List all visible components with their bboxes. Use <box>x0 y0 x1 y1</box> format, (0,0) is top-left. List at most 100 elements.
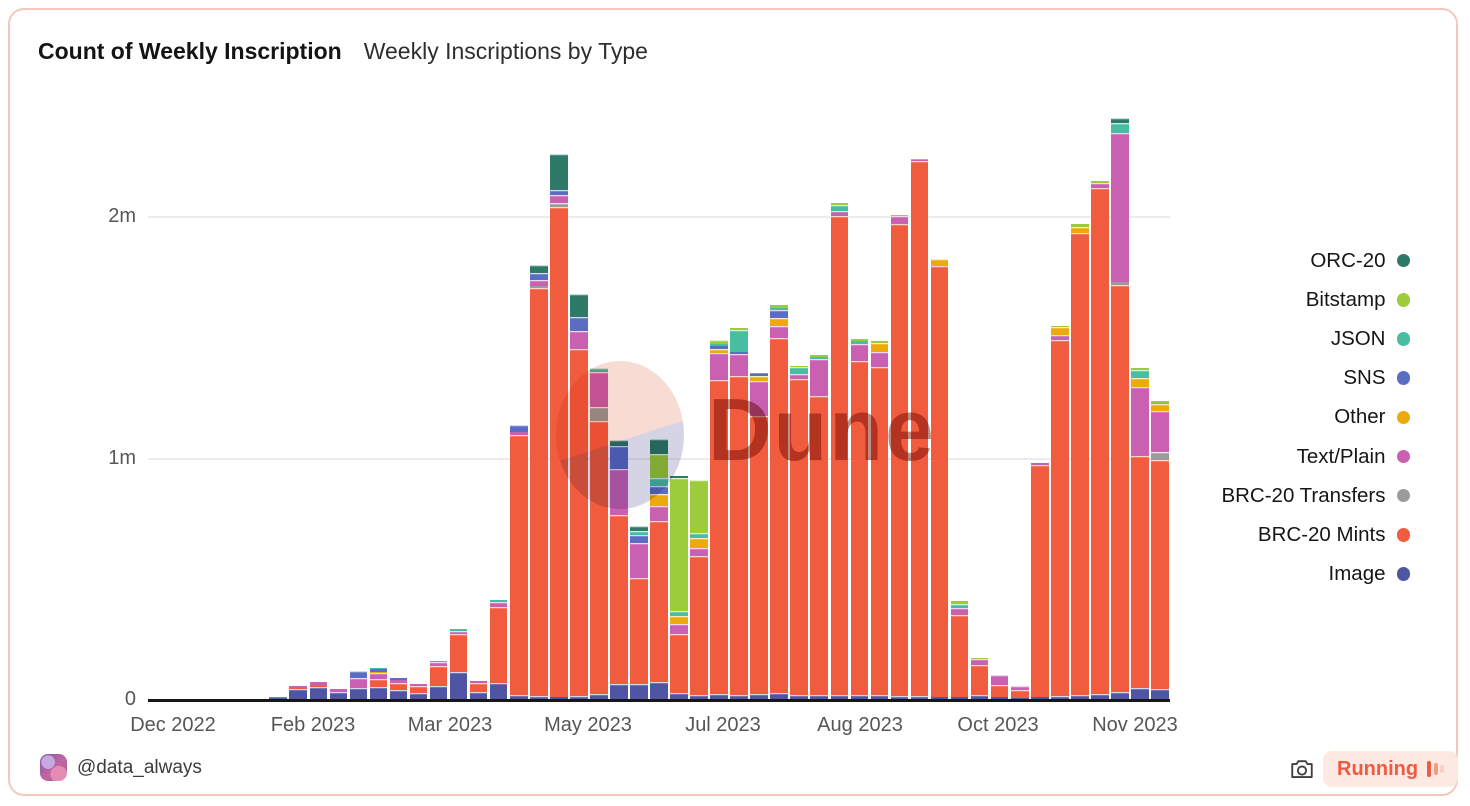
segment-bitstamp <box>1050 325 1069 327</box>
segment-other <box>1151 404 1169 412</box>
segment-text-plain <box>670 623 688 634</box>
bar-week-2023-01-22[interactable] <box>289 686 308 700</box>
bar-week-2023-11-19[interactable] <box>1151 401 1169 700</box>
legend-color-dot <box>1396 253 1410 268</box>
segment-sns <box>630 534 648 544</box>
segment-json <box>670 611 688 616</box>
segment-image <box>690 695 708 700</box>
segment-other <box>770 318 789 326</box>
legend: ORC-20 Bitstamp JSON SNS Other Text/Plain BRC-… <box>1221 241 1410 594</box>
bar-week-2023-01-29[interactable] <box>309 682 328 700</box>
legend-item-orc-20[interactable]: ORC-20 <box>1221 241 1410 280</box>
bar-week-2023-10-29[interactable] <box>1091 180 1109 700</box>
segment-json <box>950 604 969 608</box>
bar-week-2023-06-04[interactable] <box>670 475 688 700</box>
segment-text-plain <box>570 330 588 349</box>
bar-week-2023-09-03[interactable] <box>930 258 949 700</box>
bar-week-2023-09-10[interactable] <box>950 601 969 700</box>
bar-week-2023-10-22[interactable] <box>1071 224 1089 700</box>
bar-week-2023-02-12[interactable] <box>349 671 368 700</box>
segment-image <box>409 692 428 700</box>
segment-sns <box>750 374 768 377</box>
bar-week-2023-10-08[interactable] <box>1030 463 1049 700</box>
legend-item-other[interactable]: Other <box>1221 398 1410 437</box>
segment-other <box>750 376 768 382</box>
bar-week-2023-10-01[interactable] <box>1010 685 1029 700</box>
segment-text-plain <box>990 675 1009 686</box>
bar-week-2023-04-16[interactable] <box>529 265 548 700</box>
bar-week-2023-08-27[interactable] <box>910 159 929 700</box>
bar-week-2023-07-16[interactable] <box>790 365 809 700</box>
bar-week-2023-11-12[interactable] <box>1131 368 1149 700</box>
segment-text-plain <box>750 381 768 417</box>
legend-item-json[interactable]: JSON <box>1221 319 1410 358</box>
bar-week-2023-07-02[interactable] <box>750 372 768 700</box>
bar-week-2023-06-25[interactable] <box>730 328 748 700</box>
bar-week-2023-07-30[interactable] <box>830 203 849 700</box>
segment-image <box>590 693 608 700</box>
segment-image <box>429 685 448 700</box>
bar-week-2023-04-02[interactable] <box>489 599 508 700</box>
screenshot-camera-button[interactable] <box>1289 757 1315 783</box>
segment-text-plain <box>369 673 388 680</box>
segment-brc-20-mints <box>670 633 688 693</box>
segment-brc-20-mints <box>890 224 909 697</box>
segment-json <box>690 533 708 539</box>
bar-week-2023-08-20[interactable] <box>890 214 909 700</box>
segment-brc-20-transfers <box>1111 282 1129 285</box>
bar-week-2023-02-19[interactable] <box>369 668 388 700</box>
bar-week-2023-03-26[interactable] <box>469 681 488 700</box>
bar-week-2023-02-26[interactable] <box>389 678 408 700</box>
bar-week-2023-08-13[interactable] <box>870 340 889 700</box>
segment-text-plain <box>1030 463 1049 466</box>
segment-image <box>570 696 588 700</box>
running-signal-icon <box>1427 760 1445 778</box>
query-status-badge[interactable]: Running <box>1323 751 1459 787</box>
segment-orc-20 <box>670 475 688 479</box>
legend-color-dot <box>1396 410 1410 425</box>
bar-week-2023-06-11[interactable] <box>690 480 708 700</box>
bar-week-2023-06-18[interactable] <box>710 340 728 700</box>
legend-item-text-plain[interactable]: Text/Plain <box>1221 437 1410 476</box>
segment-bitstamp <box>990 674 1009 676</box>
bar-week-2023-05-21[interactable] <box>630 526 648 700</box>
segment-brc-20-mints <box>830 215 849 696</box>
segment-image <box>910 696 929 700</box>
segment-other <box>670 615 688 624</box>
bar-week-2023-03-05[interactable] <box>409 684 428 700</box>
bar-week-2023-03-12[interactable] <box>429 661 448 700</box>
segment-text-plain <box>710 353 728 381</box>
bar-week-2023-02-05[interactable] <box>329 688 348 700</box>
segment-text-plain <box>489 601 508 608</box>
bar-week-2023-04-09[interactable] <box>509 424 528 700</box>
bar-week-2023-09-24[interactable] <box>990 674 1009 700</box>
segment-brc-20-mints <box>990 685 1009 698</box>
legend-item-bitstamp[interactable]: Bitstamp <box>1221 280 1410 319</box>
legend-item-sns[interactable]: SNS <box>1221 359 1410 398</box>
y-axis-tick: 0 <box>124 688 136 711</box>
segment-image <box>750 693 768 700</box>
segment-brc-20-mints <box>630 578 648 685</box>
bar-week-2023-08-06[interactable] <box>850 338 869 700</box>
bar-week-2023-10-15[interactable] <box>1050 325 1069 700</box>
segment-json <box>850 340 869 344</box>
segment-brc-20-mints <box>810 395 829 696</box>
segment-bitstamp <box>690 480 708 534</box>
segment-brc-20-transfers <box>529 285 548 289</box>
legend-color-dot <box>1396 528 1410 542</box>
segment-image <box>730 694 748 700</box>
bar-week-2023-09-17[interactable] <box>970 657 989 700</box>
bar-week-2023-07-23[interactable] <box>810 354 829 700</box>
legend-item-image[interactable]: Image <box>1221 555 1410 594</box>
segment-brc-20-mints <box>730 375 748 695</box>
legend-item-brc-20-transfers[interactable]: BRC-20 Transfers <box>1221 476 1410 515</box>
legend-item-brc-20-mints[interactable]: BRC-20 Mints <box>1221 515 1410 554</box>
segment-other <box>870 342 889 353</box>
x-axis-tick: Dec 2022 <box>130 714 216 736</box>
bar-week-2023-03-19[interactable] <box>449 628 468 700</box>
segment-orc-20 <box>630 526 648 532</box>
bar-week-2023-07-09[interactable] <box>770 305 789 700</box>
segment-orc-20 <box>529 265 548 273</box>
author-link[interactable]: @data_always <box>40 754 202 781</box>
bar-week-2023-11-05[interactable] <box>1111 118 1129 700</box>
